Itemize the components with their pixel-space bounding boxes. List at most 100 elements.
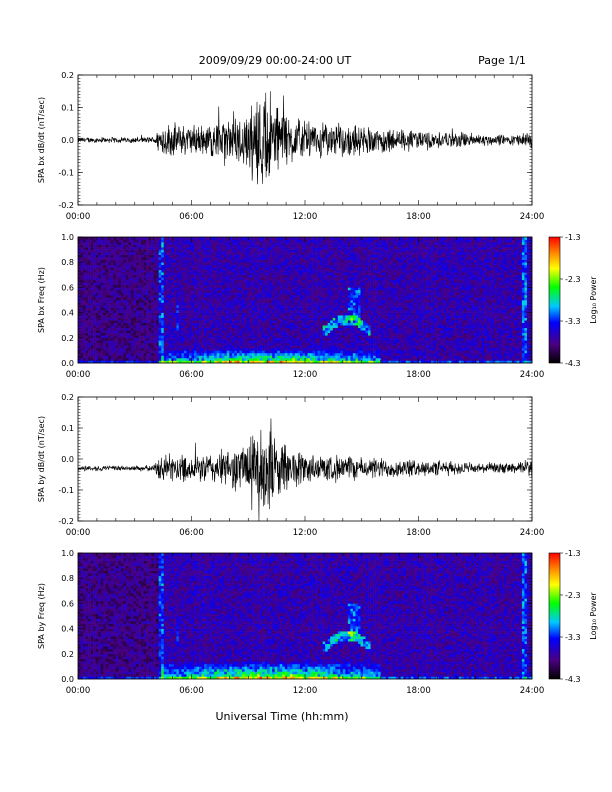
spectrogram-cell [224,300,228,303]
spectrogram-cell [153,272,157,276]
spectrogram-cell [188,289,192,293]
spectrogram-cell [277,317,281,321]
spectrogram-cell [259,355,263,359]
spectrogram-cell [133,244,137,248]
spectrogram-cell [98,287,101,291]
spectrogram-cell [110,322,114,326]
spectrogram-cell [241,239,245,243]
spectrogram-cell [310,284,313,288]
spectrogram-cell [264,282,268,286]
spectrogram-cell [244,352,248,356]
spectrogram-cell [244,254,248,258]
spectrogram-cell [214,352,218,356]
spectrogram-cell [125,305,129,308]
spectrogram-cell [113,317,117,321]
spectrogram-cell [138,284,142,288]
spectrogram-cell [118,287,122,291]
spectrogram-cell [118,282,122,286]
spectrogram-cell [201,350,205,354]
spectrogram-cell [214,330,218,334]
spectrogram-cell [194,252,197,255]
spectrogram-cell [158,264,162,268]
spectrogram-cell [95,307,99,311]
spectrogram-cell [103,259,107,263]
spectrogram-cell [246,294,250,298]
spectrogram-cell [287,277,291,281]
spectrogram-cell [312,277,316,281]
spectrogram-cell [113,292,117,296]
spectrogram-cell [158,292,162,296]
spectrogram-cell [166,315,170,318]
spectrogram-cell [176,355,180,359]
spectrogram-cell [148,355,152,359]
spectrogram-cell [320,347,323,351]
spectrogram-cell [226,262,230,266]
spectrogram-cell [287,259,291,263]
spectrogram-cell [252,237,255,240]
spectrogram-cell [128,297,132,301]
spectrogram-cell [158,262,162,266]
spectrogram-cell [125,347,129,351]
spectrogram-cell [158,345,162,349]
spectrogram-cell [191,237,195,240]
spectrogram-cell [95,317,99,321]
spectrogram-cell [171,297,175,301]
spectrogram-cell [299,282,303,286]
spectrogram-cell [113,242,117,245]
spectrogram-cell [201,292,205,296]
spectrogram-cell [181,257,185,260]
spectrogram-cell [178,257,182,260]
spectrogram-cell [277,292,281,296]
spectrogram-cell [115,282,119,286]
spectrogram-cell [204,239,207,243]
spectrogram-cell [204,315,207,318]
spectrogram-cell [262,360,265,364]
spectrogram-cell [211,300,215,303]
spectrogram-cell [133,352,137,356]
spectrogram-cell [83,305,86,308]
spectrogram-cell [214,292,218,296]
spectrogram-cell [108,320,112,323]
spectrogram-cell [156,242,160,245]
spectrogram-cell [294,352,298,356]
spectrogram-cell [252,332,255,336]
spectrogram-cell [88,257,91,260]
spectrogram-cell [249,259,253,263]
spectrogram-cell [252,294,255,298]
spectrogram-cell [171,305,175,308]
spectrogram-cell [224,254,228,258]
spectrogram-cell [80,267,84,271]
spectrogram-cell [282,242,286,245]
spectrogram-cell [224,325,228,329]
spectrogram-cell [307,274,311,278]
spectrogram-cell [224,264,228,268]
spectrogram-cell [239,357,243,361]
spectrogram-cell [148,345,152,349]
spectrogram-cell [115,355,119,359]
spectrogram-cell [244,357,248,361]
spectrogram-cell [136,325,139,329]
spectrogram-cell [83,269,86,273]
spectrogram-cell [219,312,223,316]
spectrogram-cell [231,264,235,268]
spectrogram-cell [199,249,202,253]
spectrogram-cell [226,287,230,291]
spectrogram-cell [85,297,89,301]
spectrogram-cell [178,239,182,243]
spectrogram-cell [194,269,197,273]
spectrogram-cell [171,267,175,271]
spectrogram-cell [163,315,167,318]
spectrogram-cell [166,272,170,276]
spectrogram-cell [297,340,301,344]
spectrogram-cell [224,320,228,323]
spectrogram-cell [138,340,142,344]
spectrogram-cell [118,310,122,313]
spectrogram-cell [239,282,243,286]
spectrogram-cell [224,360,228,364]
spectrogram-cell [130,337,134,341]
spectrogram-cell [100,302,104,306]
spectrogram-cell [176,287,180,291]
spectrogram-cell [146,357,149,361]
spectrogram-cell [130,239,134,243]
spectrogram-cell [307,264,311,268]
